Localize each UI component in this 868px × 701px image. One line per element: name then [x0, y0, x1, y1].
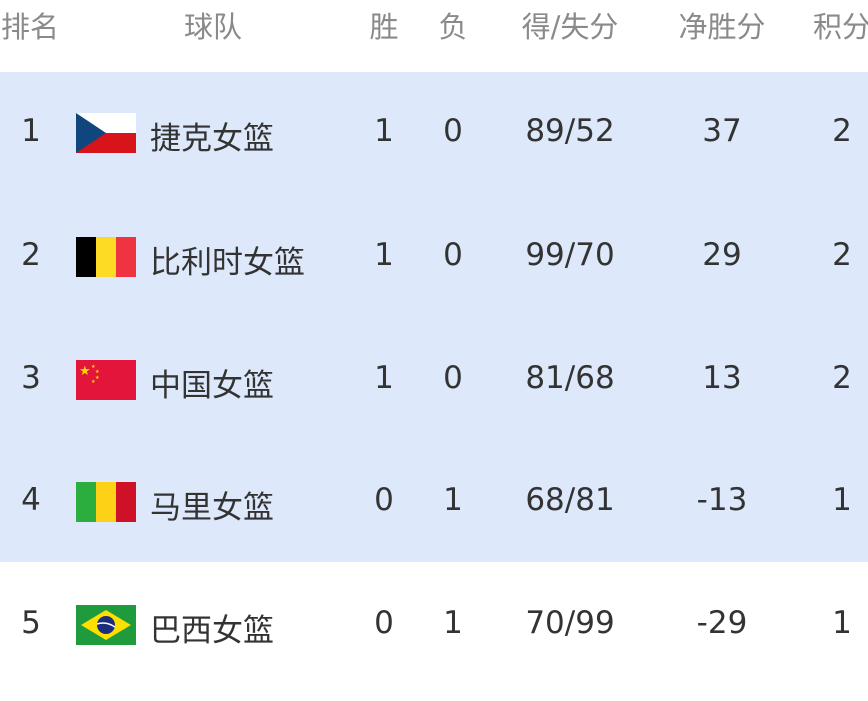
table-row[interactable]: 4 马里女篮 0 1 68/81 -13 1 — [0, 472, 868, 532]
wins: 0 — [374, 482, 394, 518]
table-row[interactable]: 5 巴西女篮 0 1 70/99 -29 1 — [0, 595, 868, 655]
losses: 1 — [443, 482, 463, 518]
wins: 0 — [374, 605, 394, 641]
table-row[interactable]: 2 比利时女篮 1 0 99/70 29 2 — [0, 227, 868, 287]
mali-flag-icon — [76, 482, 136, 522]
points: 1 — [832, 605, 852, 641]
svg-text:★: ★ — [91, 364, 96, 370]
czech-flag-icon — [76, 113, 136, 153]
svg-text:★: ★ — [95, 369, 100, 375]
svg-text:★: ★ — [79, 364, 91, 379]
losses: 0 — [443, 113, 463, 149]
header-rank: 排名 — [0, 10, 60, 44]
points: 2 — [832, 113, 852, 149]
svg-text:★: ★ — [91, 379, 96, 385]
table-header: 排名 球队 胜 负 得/失分 净胜分 积分 — [0, 0, 868, 72]
team-name: 捷克女篮 — [150, 121, 274, 157]
svg-text:★: ★ — [95, 375, 100, 381]
score: 68/81 — [525, 482, 615, 518]
header-score: 得/失分 — [521, 10, 619, 44]
losses: 1 — [443, 605, 463, 641]
points: 2 — [832, 237, 852, 273]
header-team: 球队 — [183, 10, 243, 44]
table-row[interactable]: 3 ★ ★ ★ ★ ★ 中国女篮 1 0 81/68 13 2 — [0, 350, 868, 410]
losses: 0 — [443, 360, 463, 396]
point-diff: -29 — [696, 605, 748, 641]
qualified-highlight — [0, 72, 868, 562]
team-name: 巴西女篮 — [150, 613, 274, 649]
points: 2 — [832, 360, 852, 396]
header-diff: 净胜分 — [678, 10, 766, 44]
header-losses: 负 — [438, 10, 468, 44]
wins: 1 — [374, 237, 394, 273]
china-flag-icon: ★ ★ ★ ★ ★ — [76, 360, 136, 400]
point-diff: 37 — [702, 113, 742, 149]
brazil-flag-icon — [76, 605, 136, 645]
score: 81/68 — [525, 360, 615, 396]
score: 99/70 — [525, 237, 615, 273]
point-diff: -13 — [696, 482, 748, 518]
point-diff: 13 — [702, 360, 742, 396]
team-name: 比利时女篮 — [150, 245, 305, 281]
losses: 0 — [443, 237, 463, 273]
table-row[interactable]: 1 捷克女篮 1 0 89/52 37 2 — [0, 103, 868, 163]
rank: 4 — [21, 482, 41, 518]
rank: 5 — [21, 605, 41, 641]
rank: 2 — [21, 237, 41, 273]
score: 70/99 — [525, 605, 615, 641]
belgium-flag-icon — [76, 237, 136, 277]
score: 89/52 — [525, 113, 615, 149]
rank: 3 — [21, 360, 41, 396]
points: 1 — [832, 482, 852, 518]
wins: 1 — [374, 113, 394, 149]
wins: 1 — [374, 360, 394, 396]
point-diff: 29 — [702, 237, 742, 273]
team-name: 马里女篮 — [150, 490, 274, 526]
team-name: 中国女篮 — [150, 368, 274, 404]
header-points: 积分 — [812, 10, 868, 44]
rank: 1 — [21, 113, 41, 149]
header-wins: 胜 — [369, 10, 399, 44]
